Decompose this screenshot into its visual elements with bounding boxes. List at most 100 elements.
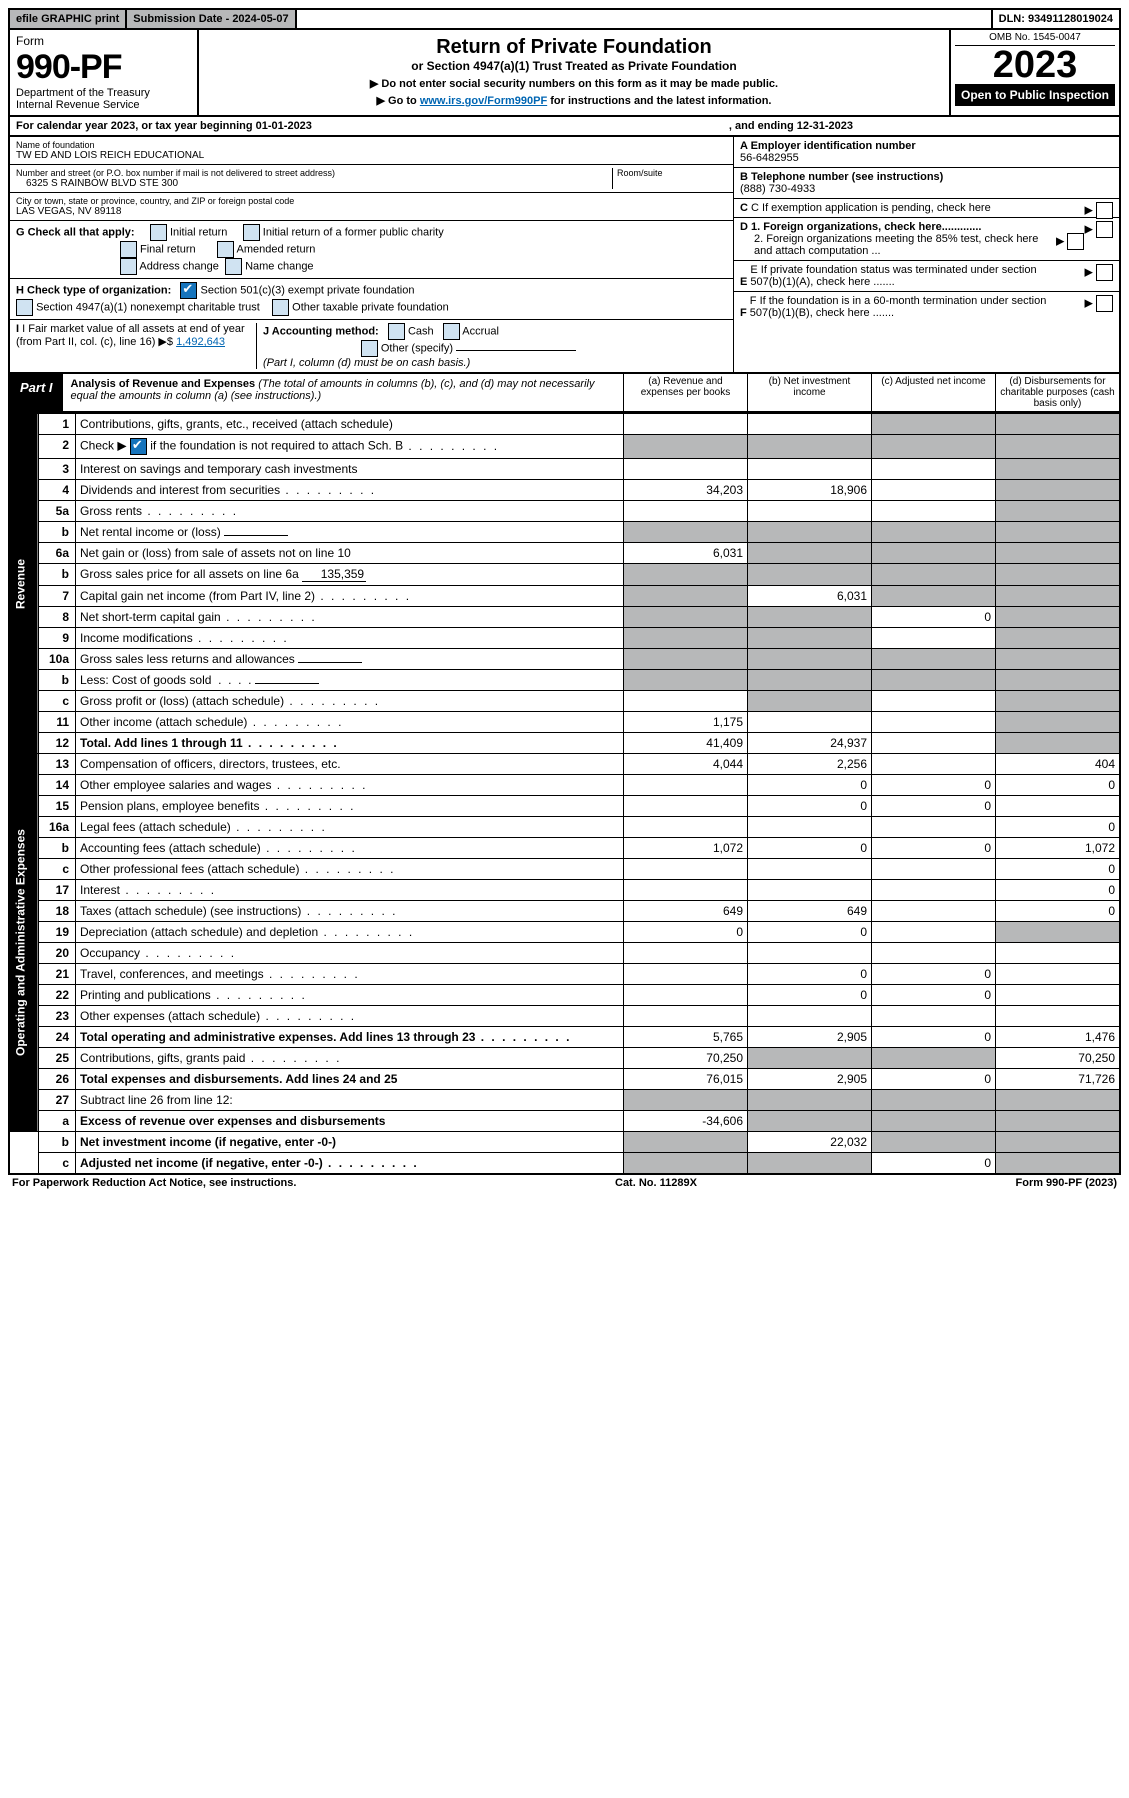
header-left: Form 990-PF Department of the Treasury I…: [10, 30, 199, 115]
table-row: 5aGross rents: [9, 501, 1120, 522]
d2-label: 2. Foreign organizations meeting the 85%…: [740, 233, 1054, 257]
cb-initial[interactable]: [150, 224, 167, 241]
dln: DLN: 93491128019024: [991, 10, 1119, 28]
j-accrual: Accrual: [462, 325, 499, 337]
expense-side-label: Operating and Administrative Expenses: [9, 754, 39, 1132]
cb-address[interactable]: [120, 258, 137, 275]
table-row: bNet rental income or (loss): [9, 522, 1120, 543]
table-row: 25Contributions, gifts, grants paid70,25…: [9, 1048, 1120, 1069]
table-row: cOther professional fees (attach schedul…: [9, 859, 1120, 880]
table-row: 8Net short-term capital gain0: [9, 607, 1120, 628]
j-other: Other (specify): [381, 342, 453, 354]
cb-schb[interactable]: [130, 438, 147, 455]
table-row: cGross profit or (loss) (attach schedule…: [9, 691, 1120, 712]
foundation-name-cell: Name of foundation TW ED AND LOIS REICH …: [10, 137, 733, 165]
f-cell: F F If the foundation is in a 60-month t…: [734, 292, 1119, 322]
table-row: 6aNet gain or (loss) from sale of assets…: [9, 543, 1120, 564]
cb-other-taxable[interactable]: [272, 299, 289, 316]
cb-accrual[interactable]: [443, 323, 460, 340]
col-b-header: (b) Net investment income: [747, 374, 871, 411]
instr-2: ▶ Go to www.irs.gov/Form990PF for instru…: [207, 94, 941, 107]
g-section: G Check all that apply: Initial return I…: [10, 221, 733, 279]
cb-cash[interactable]: [388, 323, 405, 340]
table-row: bLess: Cost of goods sold . . . .: [9, 670, 1120, 691]
form-word: Form: [16, 34, 191, 48]
table-row: 7Capital gain net income (from Part IV, …: [9, 586, 1120, 607]
table-row: 22Printing and publications00: [9, 985, 1120, 1006]
col-c-header: (c) Adjusted net income: [871, 374, 995, 411]
instr-1: ▶ Do not enter social security numbers o…: [207, 77, 941, 90]
name-label: Name of foundation: [16, 140, 727, 150]
foundation-name: TW ED AND LOIS REICH EDUCATIONAL: [16, 150, 727, 161]
part1-label: Part I: [10, 374, 63, 411]
form-header: Form 990-PF Department of the Treasury I…: [8, 30, 1121, 117]
phone-cell: B Telephone number (see instructions) (8…: [734, 168, 1119, 199]
table-row: 17Interest0: [9, 880, 1120, 901]
f-label: F If the foundation is in a 60-month ter…: [750, 295, 1060, 319]
footer-mid: Cat. No. 11289X: [615, 1177, 697, 1189]
address: 6325 S RAINBOW BLVD STE 300: [16, 178, 612, 189]
table-row: 11Other income (attach schedule)1,175: [9, 712, 1120, 733]
table-row: 9Income modifications: [9, 628, 1120, 649]
g-amended: Amended return: [236, 243, 315, 255]
g-final: Final return: [140, 243, 196, 255]
table-row: 18Taxes (attach schedule) (see instructi…: [9, 901, 1120, 922]
cal-begin: For calendar year 2023, or tax year begi…: [16, 120, 312, 132]
cb-namechange[interactable]: [225, 258, 242, 275]
table-row: bNet investment income (if negative, ent…: [9, 1132, 1120, 1153]
part1-table: Revenue 1Contributions, gifts, grants, e…: [8, 413, 1121, 1175]
footer-left: For Paperwork Reduction Act Notice, see …: [12, 1177, 296, 1189]
city-label: City or town, state or province, country…: [16, 196, 727, 206]
table-row: 14Other employee salaries and wages000: [9, 775, 1120, 796]
table-row: 15Pension plans, employee benefits00: [9, 796, 1120, 817]
i-j-section: I I Fair market value of all assets at e…: [10, 320, 733, 372]
b-label: B Telephone number (see instructions): [740, 171, 943, 183]
table-row: Revenue 1Contributions, gifts, grants, e…: [9, 414, 1120, 435]
table-row: 4Dividends and interest from securities3…: [9, 480, 1120, 501]
form-link[interactable]: www.irs.gov/Form990PF: [420, 95, 547, 107]
e-cell: E E If private foundation status was ter…: [734, 261, 1119, 292]
ident-right: A Employer identification number 56-6482…: [733, 137, 1119, 372]
cb-amended[interactable]: [217, 241, 234, 258]
table-row: 16aLegal fees (attach schedule)0: [9, 817, 1120, 838]
header-mid: Return of Private Foundation or Section …: [199, 30, 949, 115]
revenue-side-label: Revenue: [9, 414, 39, 754]
dept-line-2: Internal Revenue Service: [16, 99, 191, 111]
city: LAS VEGAS, NV 89118: [16, 206, 727, 217]
g-name: Name change: [245, 260, 314, 272]
g-initial-former: Initial return of a former public charit…: [263, 226, 444, 238]
phone: (888) 730-4933: [740, 183, 815, 195]
cb-4947[interactable]: [16, 299, 33, 316]
form-subtitle: or Section 4947(a)(1) Trust Treated as P…: [207, 59, 941, 73]
header-right: OMB No. 1545-0047 2023 Open to Public In…: [949, 30, 1119, 115]
cb-other-method[interactable]: [361, 340, 378, 357]
tax-year: 2023: [955, 46, 1115, 84]
room-label: Room/suite: [617, 168, 727, 178]
cb-c[interactable]: [1096, 202, 1113, 219]
table-row: 19Depreciation (attach schedule) and dep…: [9, 922, 1120, 943]
table-row: aExcess of revenue over expenses and dis…: [9, 1111, 1120, 1132]
ein-cell: A Employer identification number 56-6482…: [734, 137, 1119, 168]
top-bar: efile GRAPHIC print Submission Date - 20…: [8, 8, 1121, 30]
cb-final[interactable]: [120, 241, 137, 258]
table-row: cAdjusted net income (if negative, enter…: [9, 1153, 1120, 1175]
g-address: Address change: [139, 260, 219, 272]
table-row: Operating and Administrative Expenses 13…: [9, 754, 1120, 775]
city-cell: City or town, state or province, country…: [10, 193, 733, 221]
cb-d2[interactable]: [1067, 233, 1084, 250]
ident-left: Name of foundation TW ED AND LOIS REICH …: [10, 137, 733, 372]
c-label: C If exemption application is pending, c…: [751, 202, 991, 214]
cb-e[interactable]: [1096, 264, 1113, 281]
footer: For Paperwork Reduction Act Notice, see …: [8, 1175, 1121, 1191]
open-public: Open to Public Inspection: [955, 84, 1115, 106]
i-value[interactable]: 1,492,643: [176, 336, 225, 348]
j-label: J Accounting method:: [263, 325, 379, 337]
cal-end: , and ending 12-31-2023: [729, 120, 853, 132]
cb-501c3[interactable]: [180, 282, 197, 299]
table-row: 3Interest on savings and temporary cash …: [9, 459, 1120, 480]
cb-initial-former[interactable]: [243, 224, 260, 241]
cb-d1[interactable]: [1096, 221, 1113, 238]
submission-date: Submission Date - 2024-05-07: [127, 10, 296, 28]
part1-desc: Analysis of Revenue and Expenses (The to…: [63, 374, 623, 411]
cb-f[interactable]: [1096, 295, 1113, 312]
